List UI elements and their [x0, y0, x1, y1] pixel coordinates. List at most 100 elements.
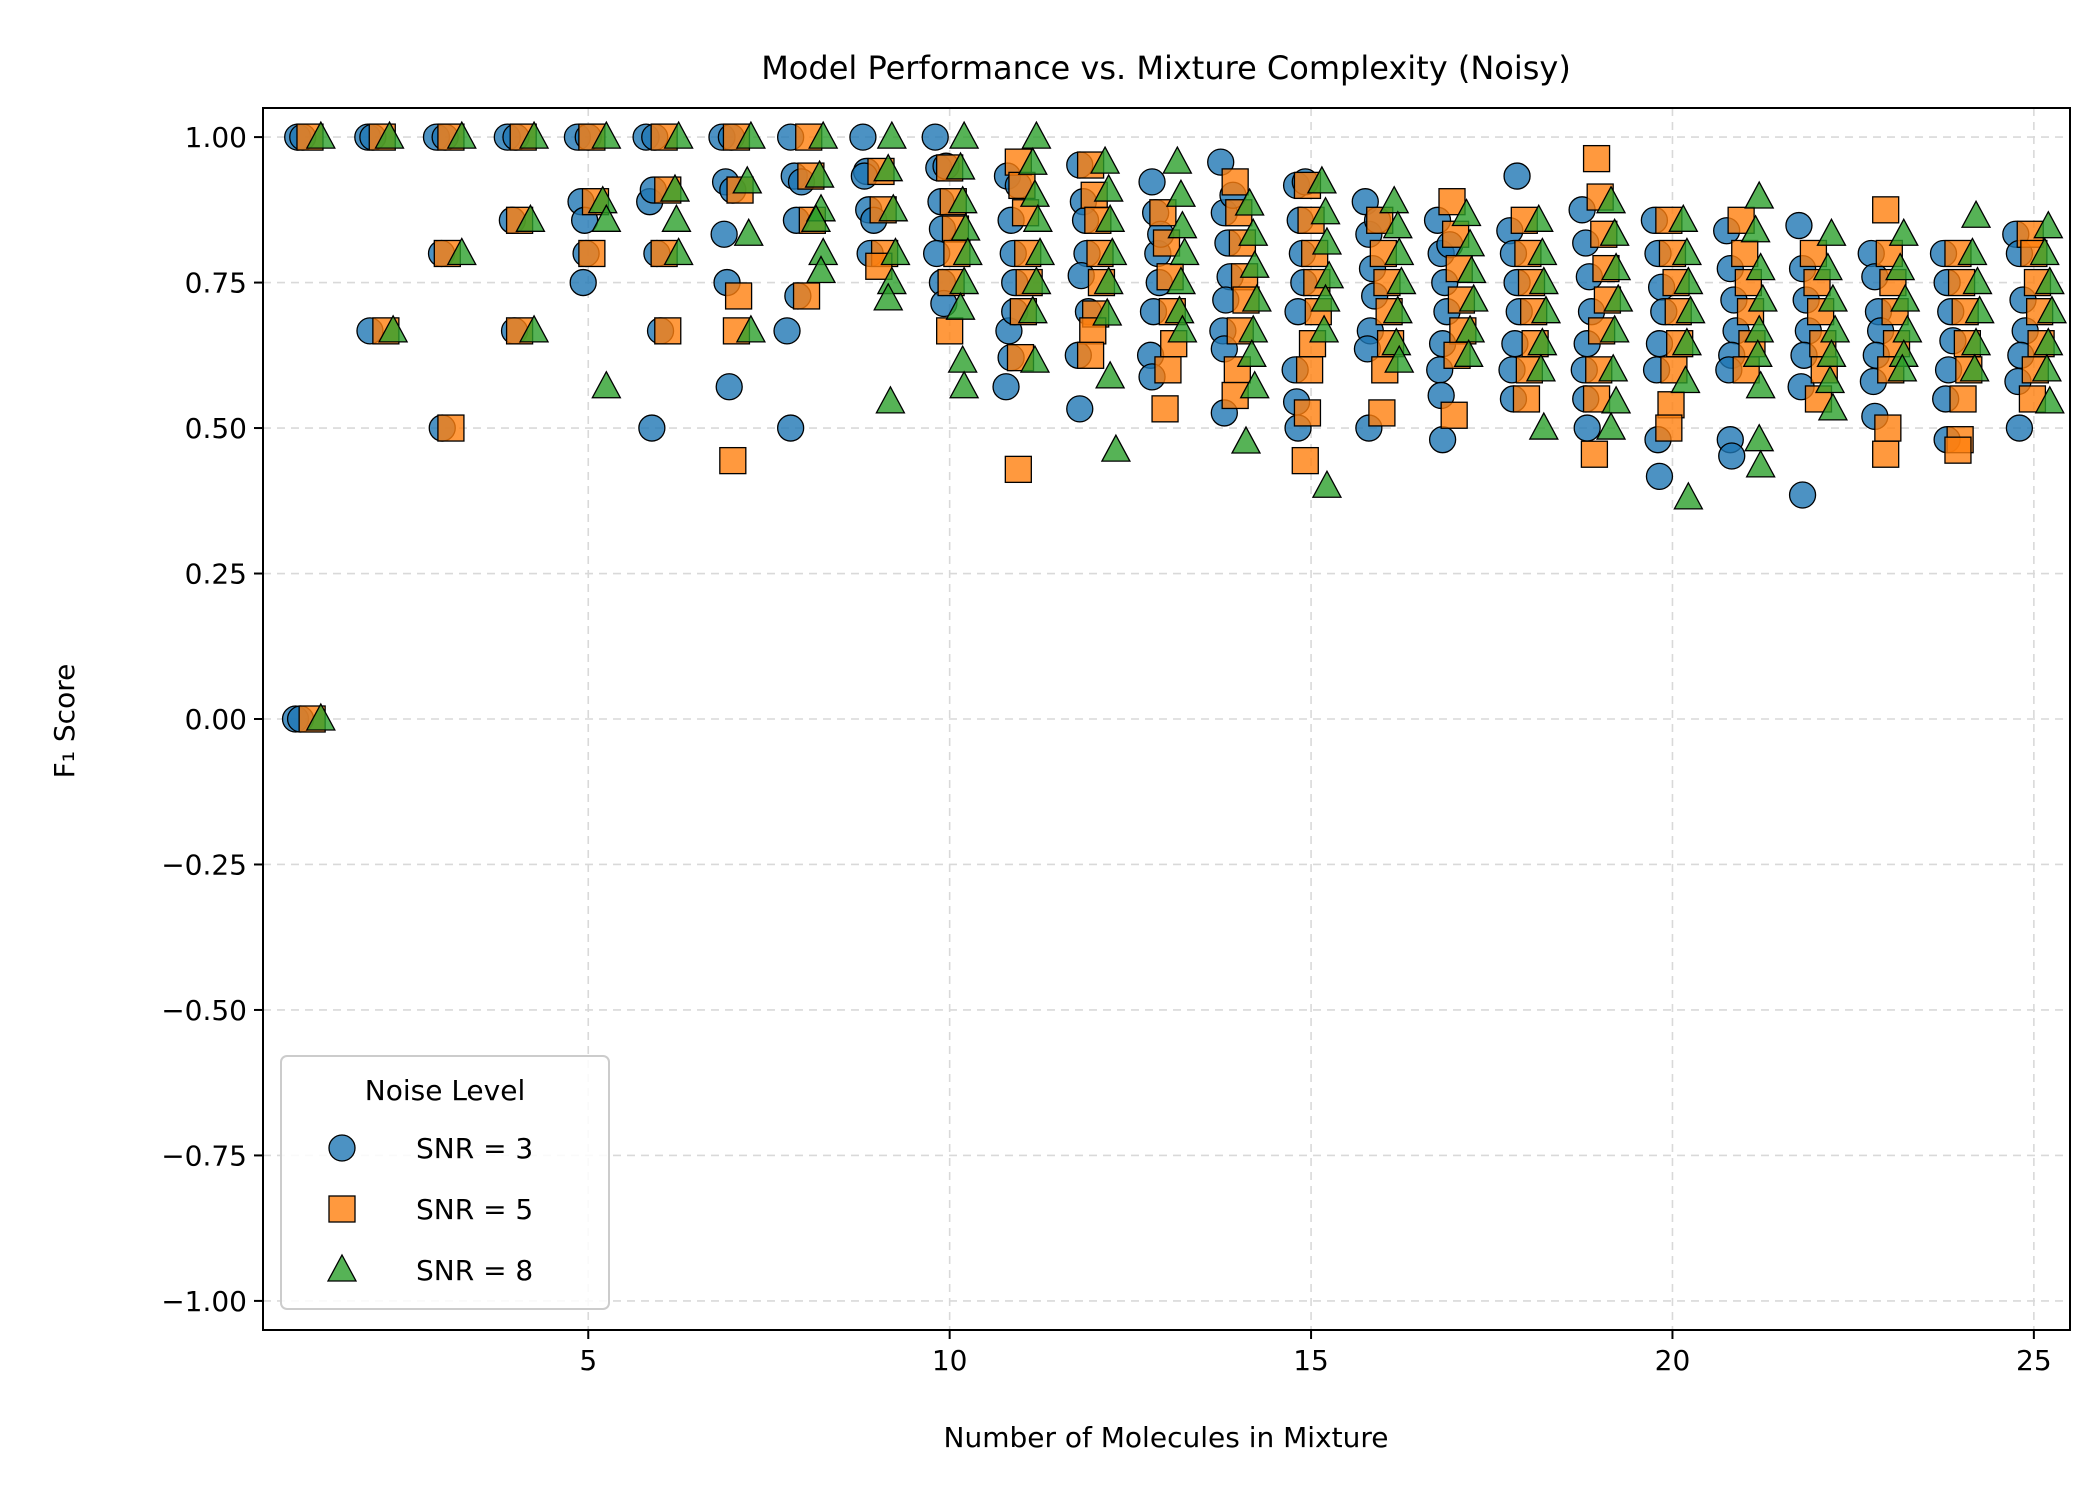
- data-point-square: [578, 239, 606, 268]
- data-point-triangle: [1527, 237, 1558, 266]
- data-point-triangle: [1816, 338, 1847, 367]
- data-point-square: [1872, 440, 1900, 468]
- data-point-triangle: [1528, 411, 1559, 440]
- data-point-triangle: [873, 153, 904, 182]
- data-point-triangle: [804, 159, 835, 188]
- data-point-square: [1295, 356, 1324, 384]
- chart-title: Model Performance vs. Mixture Complexity…: [761, 49, 1571, 87]
- data-point-square: [792, 282, 821, 310]
- y-tick-label: 0.75: [185, 267, 247, 300]
- data-point-square: [1655, 414, 1683, 442]
- data-point-circle: [849, 123, 877, 151]
- data-point-square: [1872, 196, 1900, 224]
- data-point-square: [1221, 168, 1249, 196]
- data-point-square: [936, 317, 964, 345]
- data-point-triangle: [1310, 196, 1341, 225]
- data-point-circle: [1138, 168, 1166, 196]
- data-point-triangle: [1671, 237, 1703, 266]
- data-point-triangle: [1603, 283, 1634, 312]
- data-point-triangle: [591, 370, 622, 399]
- data-point-triangle: [878, 193, 909, 222]
- y-tick-label: −0.50: [161, 994, 247, 1027]
- data-point-circle: [1428, 426, 1457, 454]
- data-point-triangle: [1742, 338, 1773, 367]
- data-point-triangle: [880, 237, 911, 266]
- data-point-triangle: [446, 120, 477, 149]
- data-point-triangle: [1241, 283, 1272, 312]
- data-point-triangle: [1017, 146, 1048, 175]
- data-point-triangle: [1451, 198, 1482, 227]
- data-point-triangle: [1238, 217, 1269, 246]
- data-point-triangle: [1384, 344, 1415, 373]
- data-point-triangle: [1311, 469, 1343, 498]
- data-point-triangle: [1525, 353, 1556, 382]
- data-point-triangle: [1747, 283, 1778, 312]
- data-point-triangle: [1744, 423, 1775, 452]
- data-point-triangle: [1892, 314, 1923, 343]
- data-point-triangle: [1093, 266, 1124, 295]
- data-point-triangle: [1959, 353, 1990, 382]
- data-point-triangle: [1386, 266, 1417, 295]
- data-point-square: [1076, 341, 1105, 369]
- data-point-triangle: [374, 120, 405, 149]
- legend-label: SNR = 3: [416, 1132, 533, 1165]
- legend-marker-triangle: [326, 1253, 358, 1282]
- x-tick-label: 25: [2016, 1344, 2052, 1377]
- legend-label: SNR = 5: [416, 1193, 533, 1226]
- data-point-triangle: [1167, 210, 1198, 239]
- data-point-triangle: [446, 237, 477, 266]
- data-point-triangle: [1089, 145, 1121, 174]
- data-point-triangle: [1598, 353, 1629, 382]
- data-point-triangle: [949, 266, 980, 295]
- data-point-circle: [1645, 462, 1674, 490]
- data-point-triangle: [1600, 252, 1632, 281]
- data-point-triangle: [518, 120, 550, 149]
- data-point-triangle: [1169, 237, 1200, 266]
- data-point-triangle: [947, 185, 978, 214]
- legend: Noise Level SNR = 3 SNR = 5 SNR = 8: [280, 1055, 610, 1310]
- data-point-circle: [569, 268, 597, 297]
- data-point-triangle: [663, 120, 694, 149]
- data-point-square: [437, 414, 465, 442]
- data-point-triangle: [947, 344, 978, 373]
- data-point-triangle: [2033, 327, 2064, 356]
- data-point-triangle: [800, 203, 832, 232]
- data-point-triangle: [1021, 266, 1052, 295]
- legend-box: [280, 1055, 610, 1310]
- data-point-triangle: [1019, 344, 1051, 373]
- data-point-triangle: [1382, 295, 1413, 324]
- y-tick-label: −0.75: [161, 1139, 247, 1172]
- data-point-triangle: [1095, 360, 1126, 389]
- data-point-triangle: [1311, 226, 1343, 255]
- x-tick-label: 10: [932, 1344, 968, 1377]
- data-point-triangle: [1308, 314, 1340, 343]
- data-point-triangle: [1960, 199, 1992, 228]
- data-point-circle: [715, 373, 743, 401]
- data-point-circle: [1785, 211, 1813, 240]
- data-point-triangle: [875, 385, 906, 414]
- legend-marker-circle: [328, 1134, 356, 1162]
- data-point-triangle: [2033, 210, 2064, 239]
- legend-items: SNR = 3 SNR = 5 SNR = 8: [326, 1132, 533, 1287]
- data-point-square: [1154, 356, 1182, 384]
- data-point-triangle: [1162, 145, 1193, 174]
- data-point-square: [719, 446, 747, 475]
- data-point-triangle: [1314, 260, 1345, 289]
- data-point-triangle: [305, 702, 336, 731]
- data-point-triangle: [663, 237, 694, 266]
- data-point-triangle: [1021, 120, 1052, 149]
- data-point-triangle: [735, 314, 766, 343]
- y-tick-label: 1.00: [185, 121, 247, 154]
- data-point-triangle: [1890, 283, 1921, 312]
- data-point-triangle: [1744, 180, 1775, 209]
- data-point-circle: [776, 414, 805, 442]
- data-point-square: [1944, 436, 1972, 464]
- data-point-triangle: [1306, 165, 1337, 194]
- data-point-triangle: [1530, 295, 1562, 324]
- data-point-triangle: [1456, 255, 1487, 284]
- data-point-triangle: [305, 120, 336, 149]
- data-point-triangle: [1820, 314, 1851, 343]
- data-point-triangle: [1379, 185, 1410, 214]
- data-point-triangle: [1024, 237, 1056, 266]
